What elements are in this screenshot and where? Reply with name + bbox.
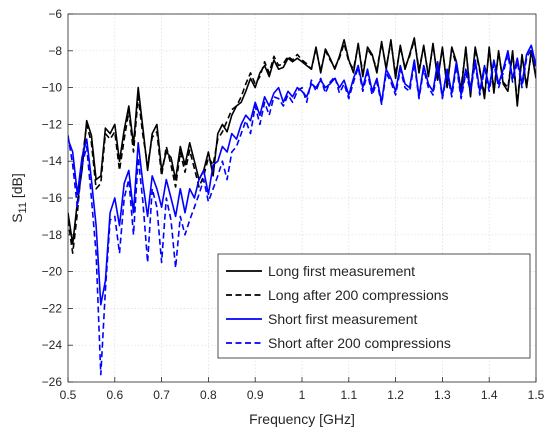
series-line-2 [68, 38, 536, 254]
y-tick-labels: −6 −8 −10 −12 −14 −16 −18 −20 −22 −24 −26 [42, 7, 63, 389]
x-tick-label: 0.8 [200, 388, 217, 402]
legend-label-3: Short first measurement [268, 311, 417, 327]
y-tick-label: −8 [48, 44, 62, 58]
tick-marks [67, 13, 537, 383]
x-tick-label: 0.6 [106, 388, 123, 402]
x-tick-label: 0.5 [60, 388, 77, 402]
x-axis-label: Frequency [GHz] [249, 411, 355, 427]
y-tick-label: −24 [42, 338, 63, 352]
y-axis-label-unit: [dB] [9, 173, 25, 202]
y-tick-label: −18 [42, 228, 63, 242]
y-tick-label: −26 [42, 375, 63, 389]
x-tick-label: 0.9 [247, 388, 264, 402]
x-tick-label: 1.1 [340, 388, 357, 402]
x-tick-labels: 0.5 0.6 0.7 0.8 0.9 1 1.1 1.2 1.3 1.4 1.5 [60, 388, 545, 402]
y-tick-label: −12 [42, 117, 63, 131]
y-tick-label: −6 [48, 7, 62, 21]
y-tick-label: −14 [42, 154, 63, 168]
x-tick-label: 1.2 [387, 388, 404, 402]
y-axis-label-subscript: 11 [17, 202, 29, 213]
y-tick-label: −20 [42, 265, 63, 279]
y-tick-label: −22 [42, 301, 63, 315]
x-tick-label: 1.4 [481, 388, 498, 402]
y-tick-label: −10 [42, 81, 63, 95]
y-tick-label: −16 [42, 191, 63, 205]
legend-label-4: Short after 200 compressions [268, 335, 451, 351]
legend-box [217, 253, 531, 359]
x-tick-label: 1 [299, 388, 306, 402]
x-tick-label: 1.5 [528, 388, 545, 402]
y-axis-label: S11 [dB] [9, 173, 29, 223]
legend: Long first measurement Long after 200 com… [217, 253, 531, 359]
series-line-4 [68, 48, 536, 376]
y-axis-label-symbol: S [9, 213, 25, 222]
legend-label-2: Long after 200 compressions [268, 287, 449, 303]
series-group [68, 37, 536, 376]
x-tick-label: 0.7 [153, 388, 170, 402]
legend-label-1: Long first measurement [268, 263, 415, 279]
x-tick-label: 1.3 [434, 388, 451, 402]
